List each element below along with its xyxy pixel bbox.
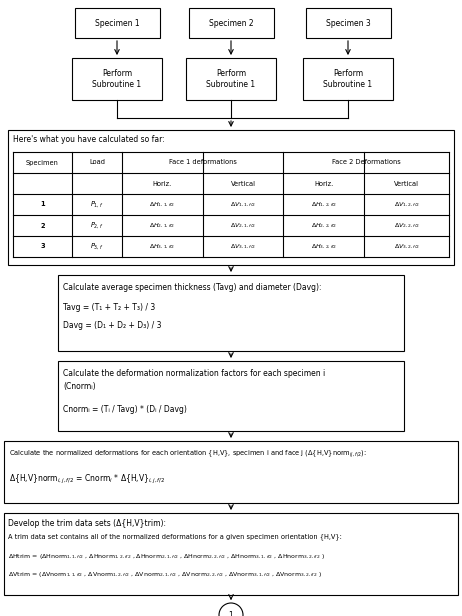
Text: Specimen 2: Specimen 2 [209,18,253,28]
Text: Cnormᵢ = (Tᵢ / Tavg) * (Dᵢ / Davg): Cnormᵢ = (Tᵢ / Tavg) * (Dᵢ / Davg) [63,405,187,413]
Text: $P_{1,f}$: $P_{1,f}$ [90,200,103,209]
Text: $\Delta$Htrim = ($\Delta$Hnorm$_{1,1,f/2}$ , $\Delta$Hnorm$_{1,2,f/2}$ , $\Delta: $\Delta$Htrim = ($\Delta$Hnorm$_{1,1,f/2… [8,553,325,561]
Bar [303,58,393,100]
Text: (Cnormᵢ): (Cnormᵢ) [63,383,96,392]
Text: $\Delta V_{1,2,f/2}$: $\Delta V_{1,2,f/2}$ [394,200,419,209]
Text: Here's what you have calculated so far:: Here's what you have calculated so far: [13,136,165,145]
Text: 1: 1 [229,610,233,616]
Bar [72,58,162,100]
Text: $\Delta H_{1,1,f/2}$: $\Delta H_{1,1,f/2}$ [149,200,176,209]
Text: Perform
Subroutine 1: Perform Subroutine 1 [207,69,255,89]
Bar [186,58,276,100]
Text: $\Delta$Vtrim = ($\Delta$Vnorm$_{1,1,f/2}$ , $\Delta$Vnorm$_{1,2,f/2}$ , $\Delta: $\Delta$Vtrim = ($\Delta$Vnorm$_{1,1,f/2… [8,571,322,579]
Bar [189,8,274,38]
Text: Calculate average specimen thickness (Tavg) and diameter (Davg):: Calculate average specimen thickness (Ta… [63,283,322,291]
Text: $\Delta${H,V}norm$_{i,j,f/2}$ = Cnorm$_i$ * $\Delta${H,V}$_{i,j,f/2}$: $\Delta${H,V}norm$_{i,j,f/2}$ = Cnorm$_i… [9,472,165,485]
Text: $\Delta H_{1,2,f/2}$: $\Delta H_{1,2,f/2}$ [310,200,337,209]
Text: Specimen 1: Specimen 1 [95,18,140,28]
Text: Perform
Subroutine 1: Perform Subroutine 1 [323,69,372,89]
Text: Specimen: Specimen [26,160,59,166]
Text: $P_{3,f}$: $P_{3,f}$ [90,241,103,251]
Text: $\Delta V_{2,1,f/2}$: $\Delta V_{2,1,f/2}$ [230,221,256,230]
Bar [58,361,404,431]
Bar [58,275,404,351]
Text: $\Delta V_{1,1,f/2}$: $\Delta V_{1,1,f/2}$ [230,200,256,209]
Text: Face 1 deformations: Face 1 deformations [169,160,237,166]
Text: Tavg = (T₁ + T₂ + T₃) / 3: Tavg = (T₁ + T₂ + T₃) / 3 [63,302,155,312]
Bar [4,441,458,503]
Bar [4,513,458,595]
Text: Specimen 3: Specimen 3 [326,18,371,28]
Text: $\Delta H_{2,1,f/2}$: $\Delta H_{2,1,f/2}$ [149,221,176,230]
Text: $\Delta V_{3,1,f/2}$: $\Delta V_{3,1,f/2}$ [230,243,256,251]
Text: $P_{2,f}$: $P_{2,f}$ [90,221,103,230]
Text: Calculate the deformation normalization factors for each specimen i: Calculate the deformation normalization … [63,368,325,378]
Text: Vertical: Vertical [231,180,255,187]
Text: Vertical: Vertical [394,180,419,187]
Bar [75,8,160,38]
Text: $\Delta V_{2,2,f/2}$: $\Delta V_{2,2,f/2}$ [394,221,419,230]
Text: $\Delta H_{3,1,f/2}$: $\Delta H_{3,1,f/2}$ [149,243,176,251]
Text: $\Delta H_{3,2,f/2}$: $\Delta H_{3,2,f/2}$ [310,243,337,251]
Text: Develop the trim data sets (Δ{H,V}trim):: Develop the trim data sets (Δ{H,V}trim): [8,519,166,527]
Text: Davg = (D₁ + D₂ + D₃) / 3: Davg = (D₁ + D₂ + D₃) / 3 [63,320,162,330]
Text: Calculate the normalized deformations for each orientation {H,V}, specimen i and: Calculate the normalized deformations fo… [9,448,367,460]
Text: Horiz.: Horiz. [153,180,172,187]
Text: Horiz.: Horiz. [314,180,333,187]
Text: 1: 1 [40,201,45,208]
Text: $\Delta V_{3,2,f/2}$: $\Delta V_{3,2,f/2}$ [394,243,419,251]
Text: $\Delta H_{2,2,f/2}$: $\Delta H_{2,2,f/2}$ [310,221,337,230]
Bar [8,130,454,265]
Text: Load: Load [89,160,105,166]
Bar [306,8,391,38]
Text: A trim data set contains all of the normalized deformations for a given specimen: A trim data set contains all of the norm… [8,533,342,540]
Text: 3: 3 [40,243,45,249]
Text: 2: 2 [40,222,45,229]
Text: Perform
Subroutine 1: Perform Subroutine 1 [92,69,141,89]
Text: Face 2 Deformations: Face 2 Deformations [332,160,401,166]
